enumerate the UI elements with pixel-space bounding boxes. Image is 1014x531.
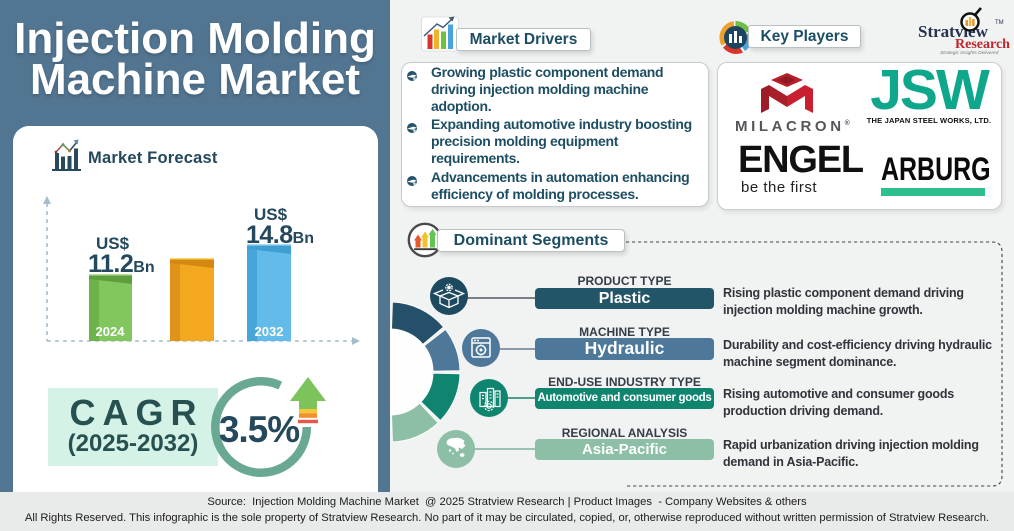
svg-text:2024: 2024 <box>96 324 126 339</box>
svg-text:2032: 2032 <box>255 324 284 339</box>
